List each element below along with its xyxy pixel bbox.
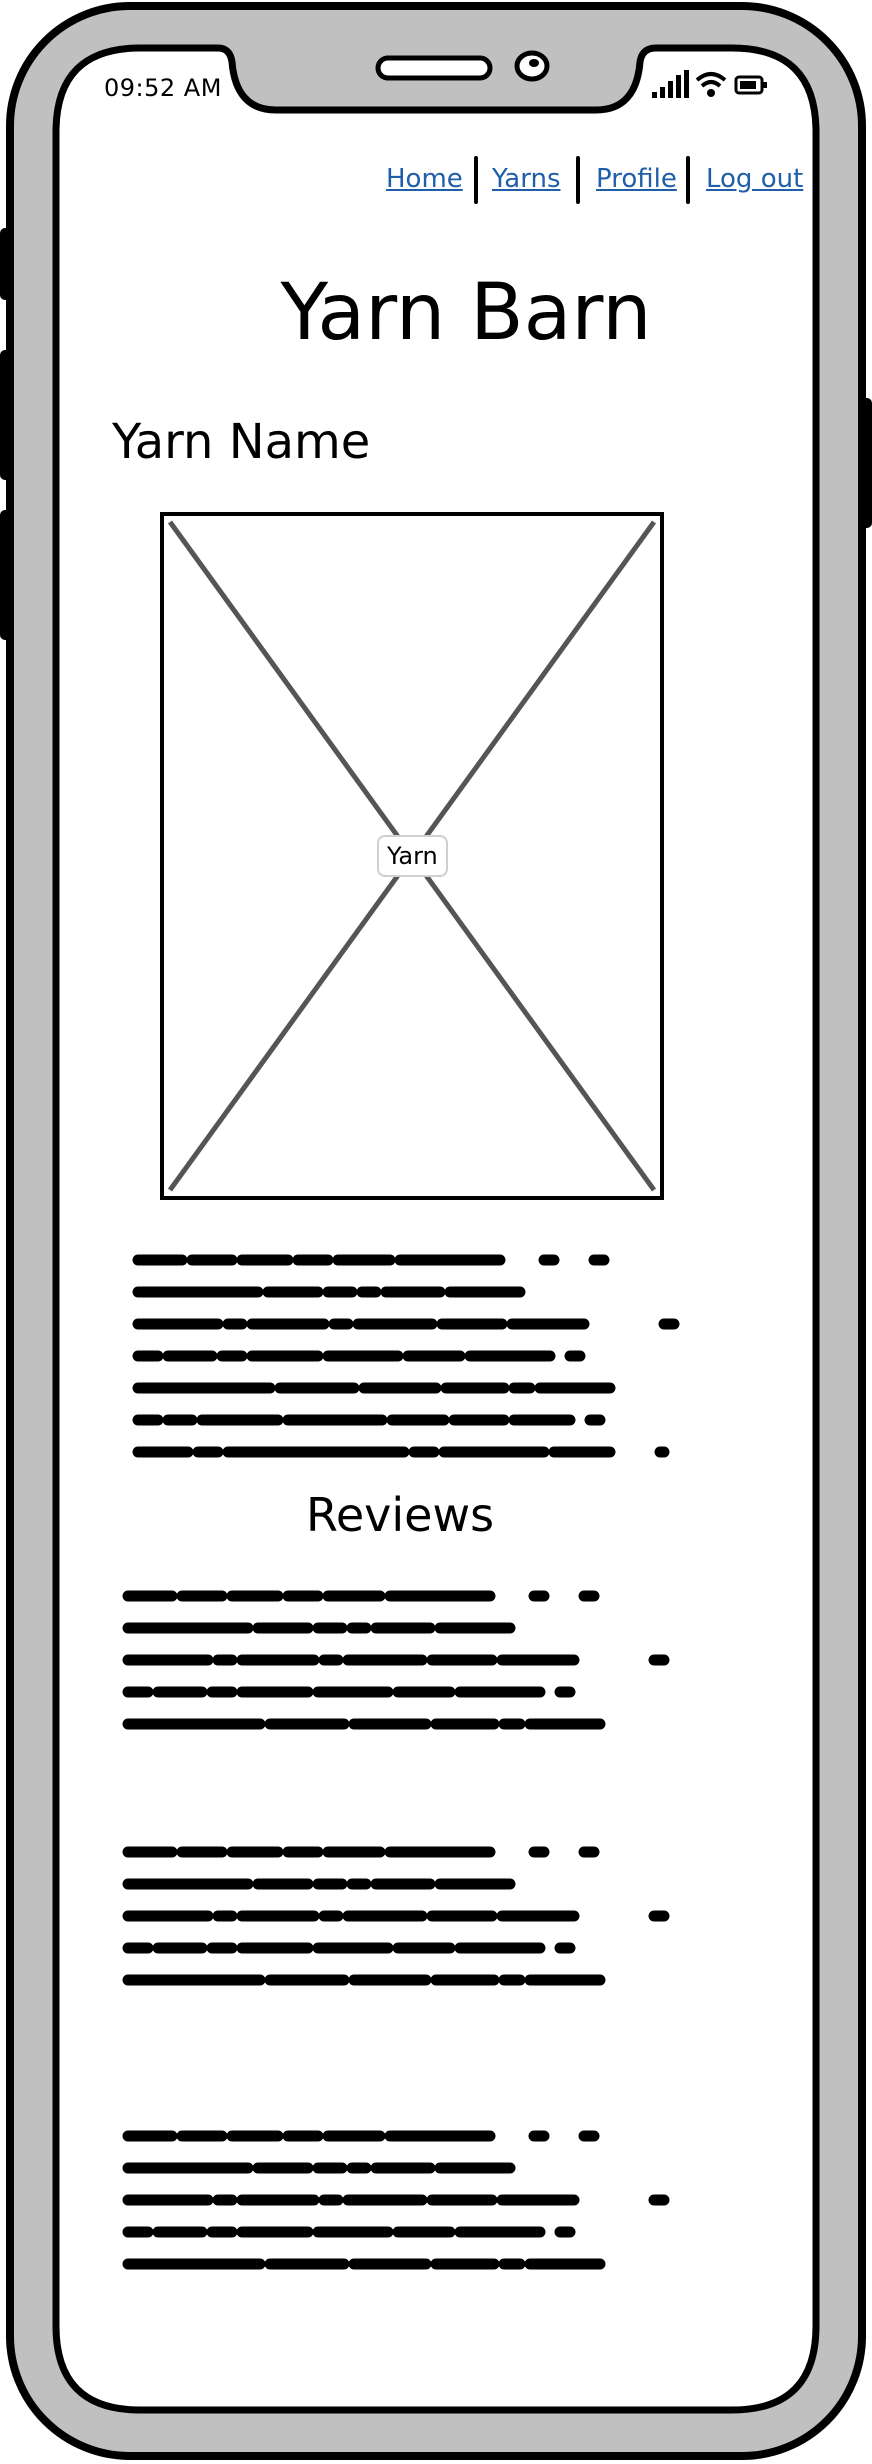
battery-icon [734, 75, 767, 95]
review-item [122, 2130, 674, 2270]
nav-separator [474, 156, 478, 204]
nav-separator [686, 156, 690, 204]
nav-separator [576, 156, 580, 204]
review-item [122, 1590, 674, 1730]
signal-icon [652, 70, 689, 98]
nav-yarns-link[interactable]: Yarns [492, 164, 561, 194]
page-title: Yarn Barn [280, 268, 652, 358]
nav-profile-link[interactable]: Profile [596, 164, 677, 194]
wifi-icon [695, 72, 727, 97]
review-item [122, 1846, 674, 1986]
nav-logout-link[interactable]: Log out [706, 164, 804, 194]
yarn-description [132, 1254, 684, 1458]
status-time: 09:52 AM [104, 74, 222, 102]
reviews-heading: Reviews [305, 1488, 495, 1542]
yarn-image-label: Yarn [377, 835, 448, 877]
nav-home-link[interactable]: Home [386, 164, 463, 194]
yarn-name-heading: Yarn Name [112, 414, 371, 470]
